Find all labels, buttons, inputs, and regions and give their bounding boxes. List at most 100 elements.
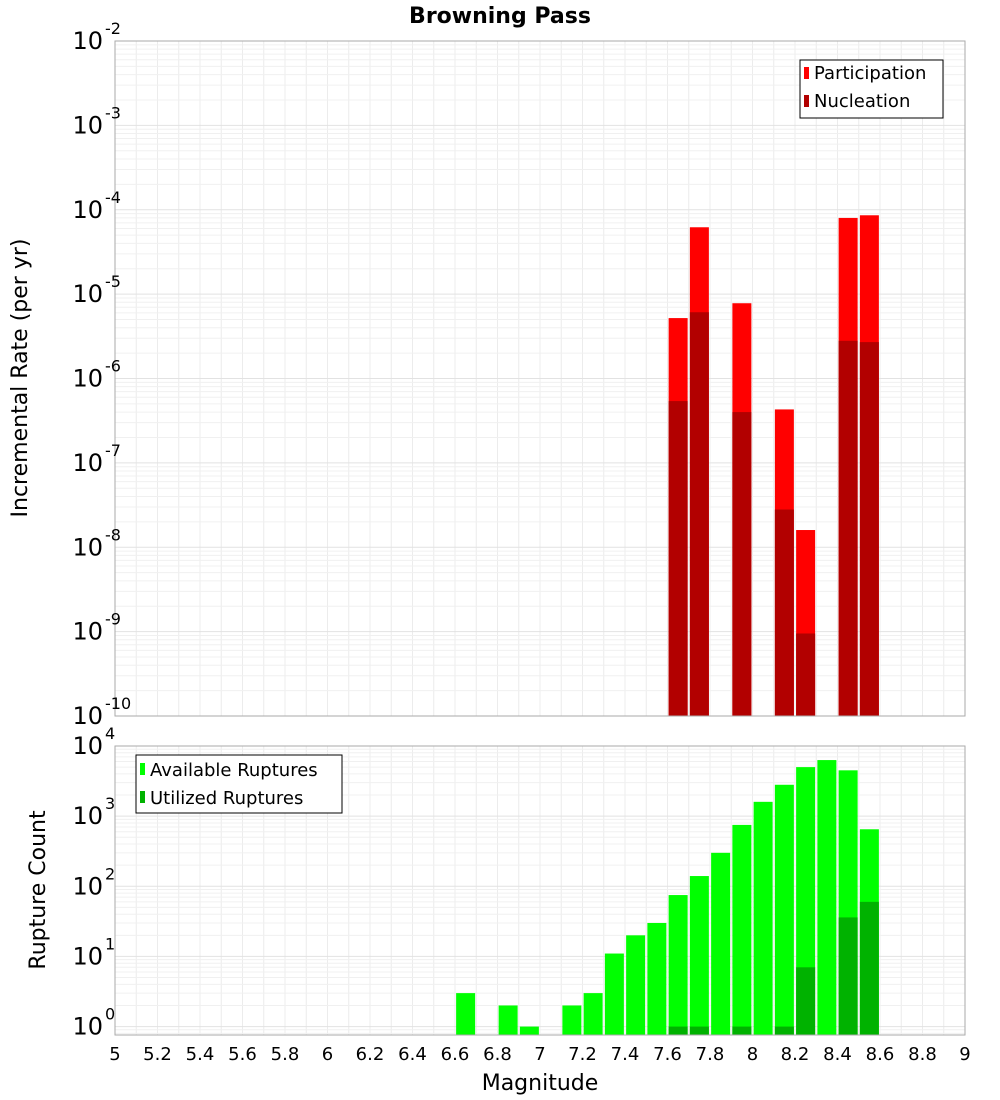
x-axis-label: Magnitude <box>482 1071 599 1096</box>
y-tick-base: 10 <box>72 280 103 308</box>
x-tick-label: 7.2 <box>568 1044 597 1065</box>
y-tick-label: 10 -8 <box>72 525 121 561</box>
top-legend: Participation Nucleation <box>799 59 944 119</box>
y-tick-label: 10 3 <box>72 794 115 830</box>
y-tick-base: 10 <box>72 732 103 760</box>
legend-label-utilized-ruptures: Utilized Ruptures <box>150 788 303 809</box>
y-tick-exponent: 3 <box>105 794 115 813</box>
top-legend-box <box>799 59 944 119</box>
y-tick-label: 10 -4 <box>72 188 121 224</box>
top-bars <box>668 215 879 717</box>
legend-swatch-utilized-ruptures <box>140 791 145 803</box>
x-tick-label: 6.8 <box>483 1044 512 1065</box>
y-tick-base: 10 <box>72 27 103 55</box>
y-tick-base: 10 <box>72 533 103 561</box>
bottom-y-axis-label: Rupture Count <box>26 810 51 970</box>
x-tick-label: 8.4 <box>823 1044 852 1065</box>
x-tick-label: 6.2 <box>356 1044 385 1065</box>
legend-swatch-participation <box>804 67 809 79</box>
legend-label-nucleation: Nucleation <box>814 91 910 112</box>
bottom-bar-utilized-ruptures <box>774 1026 794 1035</box>
bottom-bars <box>456 760 879 1035</box>
bottom-bar-utilized-ruptures <box>732 1026 752 1035</box>
x-tick-label: 8.6 <box>866 1044 895 1065</box>
x-tick-label: 7.8 <box>696 1044 725 1065</box>
y-tick-exponent: 0 <box>105 1005 115 1024</box>
y-tick-base: 10 <box>72 1013 103 1041</box>
y-tick-exponent: 1 <box>105 934 115 953</box>
y-tick-exponent: -3 <box>105 103 121 122</box>
y-tick-base: 10 <box>72 618 103 646</box>
y-tick-base: 10 <box>72 942 103 970</box>
y-tick-exponent: -7 <box>105 441 121 460</box>
y-tick-label: 10 -10 <box>72 694 131 730</box>
bottom-bar-available-ruptures <box>562 1005 582 1035</box>
y-tick-label: 10 2 <box>72 864 115 900</box>
top-bar-nucleation <box>732 412 752 716</box>
legend-label-participation: Participation <box>814 63 926 84</box>
y-tick-exponent: -9 <box>105 610 121 629</box>
bottom-bar-utilized-ruptures <box>668 1026 688 1035</box>
y-tick-base: 10 <box>72 872 103 900</box>
y-tick-label: 10 1 <box>72 934 115 970</box>
bottom-bar-available-ruptures <box>753 801 773 1035</box>
y-tick-exponent: -6 <box>105 357 121 376</box>
x-tick-label: 7.6 <box>653 1044 682 1065</box>
legend-label-available-ruptures: Available Ruptures <box>150 760 318 781</box>
y-tick-base: 10 <box>72 111 103 139</box>
x-ticks: 5 5.2 5.4 5.6 5.8 6 6.2 6.4 6.6 6.8 7 7.2 7.4 7.6 7.8 8… <box>109 1044 970 1065</box>
x-tick-label: 5.6 <box>228 1044 257 1065</box>
top-gridlines <box>114 41 966 717</box>
x-tick-label: 5.8 <box>271 1044 300 1065</box>
bottom-bar-available-ruptures <box>668 895 688 1035</box>
x-tick-label: 5 <box>109 1044 120 1065</box>
y-tick-base: 10 <box>72 196 103 224</box>
y-tick-exponent: -8 <box>105 525 121 544</box>
y-tick-exponent: 4 <box>105 724 115 743</box>
x-tick-label: 7 <box>534 1044 545 1065</box>
top-bar-nucleation <box>838 340 858 716</box>
y-tick-exponent: 2 <box>105 864 115 883</box>
top-bar-nucleation <box>796 633 816 716</box>
bottom-bar-available-ruptures <box>519 1026 539 1035</box>
y-tick-label: 10 -3 <box>72 103 121 139</box>
bottom-bar-available-ruptures <box>732 824 752 1035</box>
y-tick-label: 10 -6 <box>72 357 121 393</box>
y-tick-base: 10 <box>72 449 103 477</box>
x-tick-label: 9 <box>959 1044 970 1065</box>
top-y-axis-label: Incremental Rate (per yr) <box>8 239 33 518</box>
y-tick-label: 10 4 <box>72 724 115 760</box>
bottom-bar-available-ruptures <box>498 1005 518 1035</box>
x-tick-label: 5.2 <box>143 1044 172 1065</box>
top-bar-nucleation <box>689 312 709 716</box>
y-tick-base: 10 <box>72 365 103 393</box>
x-tick-label: 8.2 <box>781 1044 810 1065</box>
x-tick-label: 8.8 <box>908 1044 937 1065</box>
x-tick-label: 8 <box>747 1044 758 1065</box>
bottom-bar-utilized-ruptures <box>838 917 858 1035</box>
x-tick-label: 7.4 <box>611 1044 640 1065</box>
bottom-bar-utilized-ruptures <box>859 901 879 1035</box>
y-tick-exponent: -2 <box>105 19 121 38</box>
y-tick-label: 10 -2 <box>72 19 121 55</box>
legend-swatch-available-ruptures <box>140 763 145 775</box>
y-tick-label: 10 -7 <box>72 441 121 477</box>
y-tick-exponent: -10 <box>105 694 131 713</box>
bottom-bar-available-ruptures <box>689 876 709 1035</box>
bottom-plot-frame <box>114 745 966 1036</box>
chart-title: Browning Pass <box>409 4 591 29</box>
legend-swatch-nucleation <box>804 95 809 107</box>
x-tick-label: 6.6 <box>441 1044 470 1065</box>
top-bar-nucleation <box>774 509 794 716</box>
bottom-bar-utilized-ruptures <box>796 967 816 1035</box>
bottom-bar-available-ruptures <box>604 953 624 1035</box>
y-tick-label: 10 0 <box>72 1005 115 1041</box>
bottom-bar-utilized-ruptures <box>689 1026 709 1035</box>
bottom-bar-available-ruptures <box>711 852 731 1035</box>
y-tick-base: 10 <box>72 702 103 730</box>
